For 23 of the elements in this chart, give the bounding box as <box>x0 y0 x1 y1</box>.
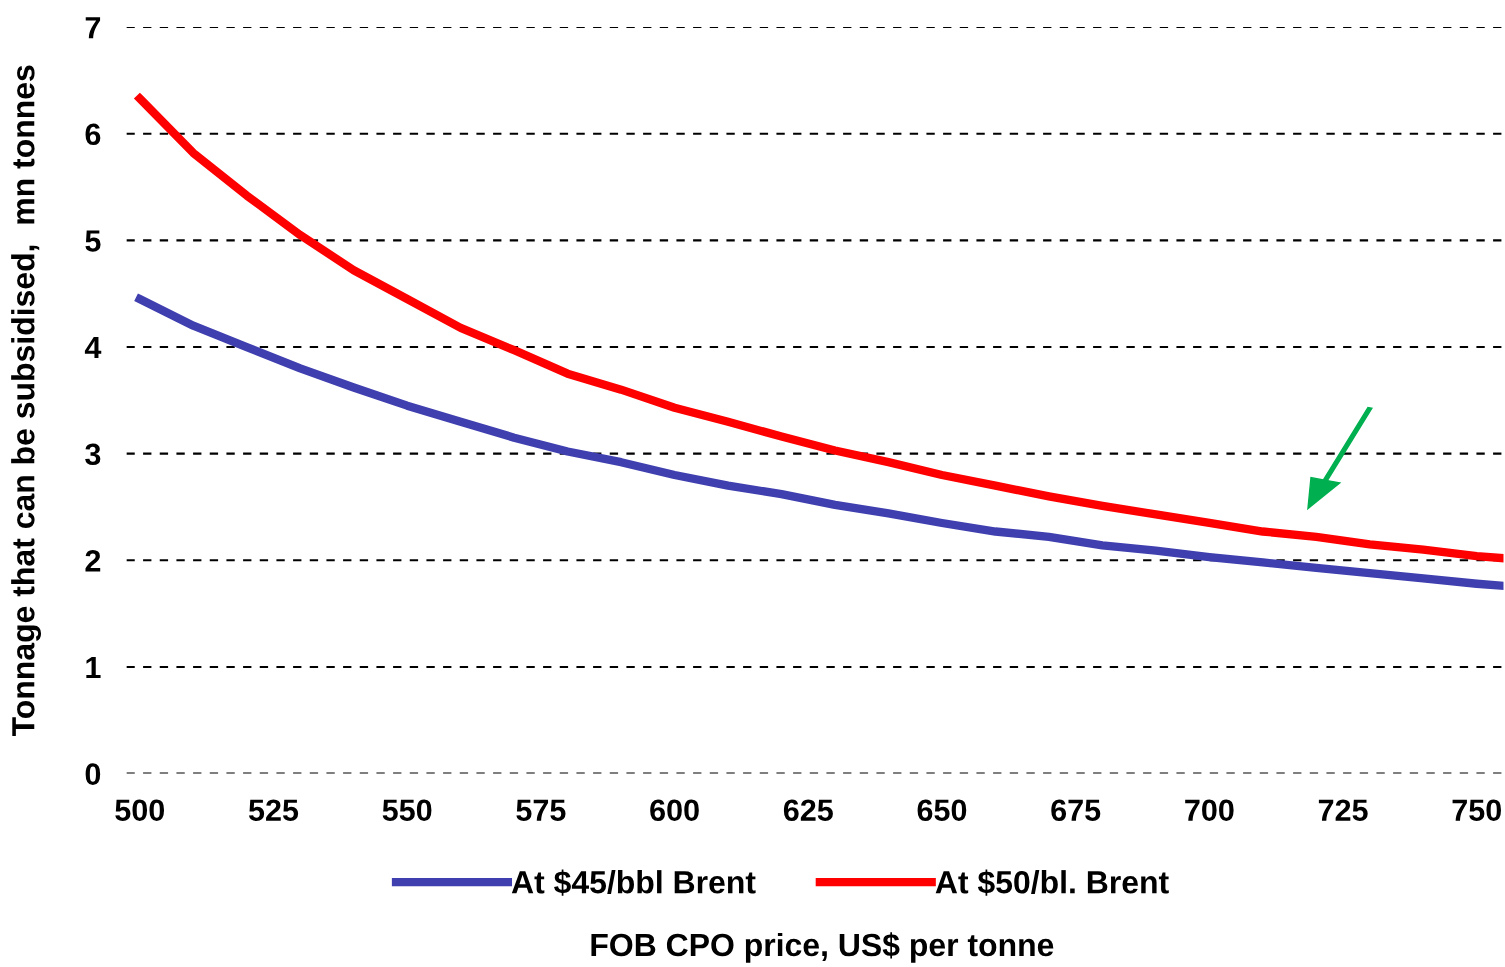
x-tick-label: 500 <box>115 799 165 822</box>
x-tick-label: 625 <box>783 799 833 822</box>
x-tick-label: 575 <box>516 799 566 822</box>
x-tick-label: 650 <box>917 799 967 822</box>
legend-label: At $45/bbl Brent <box>511 869 756 896</box>
y-tick-label: 7 <box>85 17 101 39</box>
y-axis-title: Tonnage that can be subsidised, mn tonnes <box>11 65 42 736</box>
y-tick-label: 3 <box>85 443 101 466</box>
x-tick-label: 675 <box>1051 799 1101 822</box>
y-tick-label: 4 <box>84 337 102 359</box>
x-tick-label: 750 <box>1452 799 1501 822</box>
x-tick-label: 550 <box>382 799 432 822</box>
y-tick-label: 6 <box>85 123 101 146</box>
y-tick-label: 0 <box>85 763 101 785</box>
x-tick-label: 725 <box>1318 799 1368 822</box>
y-tick-label: 2 <box>85 550 101 572</box>
x-axis-title: FOB CPO price, US$ per tonne <box>591 932 1054 963</box>
x-tick-label: 600 <box>650 799 699 822</box>
legend-label: At $50/bl. Brent <box>935 869 1169 896</box>
y-tick-label: 5 <box>85 230 101 252</box>
y-tick-label: 1 <box>86 657 101 679</box>
x-tick-label: 525 <box>248 799 299 822</box>
x-tick-label: 700 <box>1185 799 1234 822</box>
